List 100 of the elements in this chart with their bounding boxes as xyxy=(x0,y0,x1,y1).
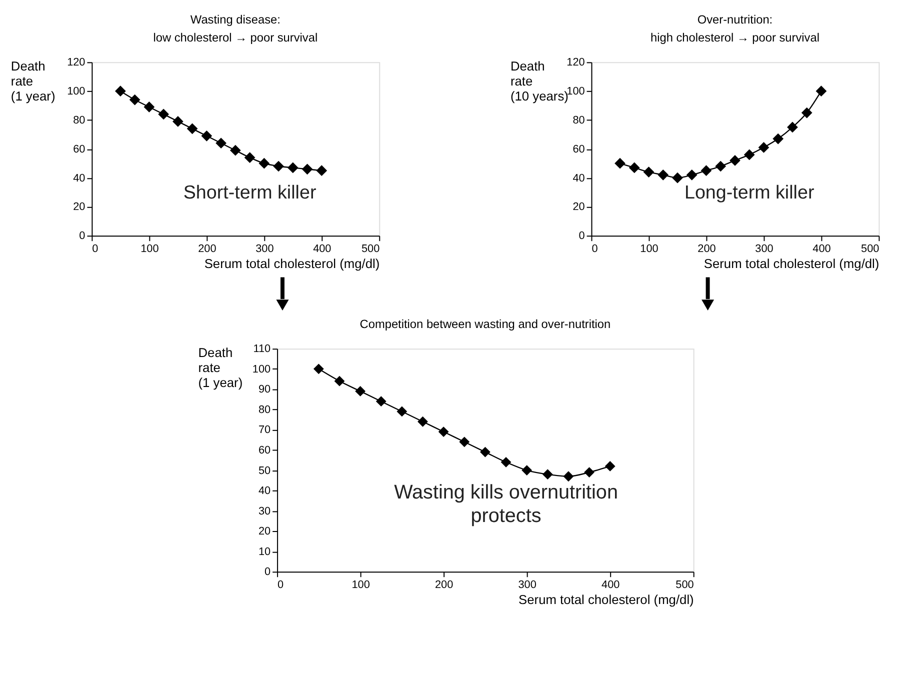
y-tick-label: 110 xyxy=(253,343,271,356)
x-tick-label: 100 xyxy=(640,242,658,255)
y-tick-label: 60 xyxy=(73,143,86,156)
y-tick-label: 70 xyxy=(258,424,271,436)
y-axis-title: Death rate (10 years) xyxy=(510,58,568,104)
point xyxy=(273,160,284,172)
point xyxy=(700,165,712,176)
point xyxy=(686,169,698,180)
x-axis-title: Serum total cholesterol (mg/dl) xyxy=(204,256,380,271)
y-tick-label: 20 xyxy=(572,201,585,214)
x-tick-label: 400 xyxy=(313,242,332,255)
point xyxy=(787,122,798,133)
point xyxy=(316,165,328,176)
x-tick-label: 300 xyxy=(755,242,774,255)
y-tick-label: 40 xyxy=(73,172,86,184)
y-tick-label: 0 xyxy=(264,566,271,578)
point xyxy=(230,144,241,156)
point xyxy=(672,172,683,184)
x-tick-label: 200 xyxy=(698,242,716,255)
y-tick-label: 20 xyxy=(258,526,271,538)
y-tick-label: 80 xyxy=(258,404,271,416)
point xyxy=(313,364,324,374)
y-tick-label: 80 xyxy=(73,114,86,126)
point xyxy=(522,465,532,476)
point xyxy=(418,416,428,427)
point xyxy=(500,456,512,468)
y-tick-label: 0 xyxy=(79,230,86,242)
x-tick-label: 200 xyxy=(198,242,216,255)
x-axis-title: Serum total cholesterol (mg/dl) xyxy=(704,256,880,271)
point xyxy=(438,426,449,437)
chart-title: Wasting disease: low cholesterol → poor survival xyxy=(153,12,318,44)
point xyxy=(186,123,198,134)
y-tick-label: 30 xyxy=(258,505,271,518)
point xyxy=(115,86,126,97)
point xyxy=(480,446,490,458)
point xyxy=(258,158,270,169)
annotation: Long-term killer xyxy=(684,181,814,202)
x-tick-label: 400 xyxy=(602,579,620,592)
y-tick-label: 120 xyxy=(67,56,86,69)
x-tick-label: 300 xyxy=(518,579,536,592)
point xyxy=(643,166,654,178)
point xyxy=(744,149,755,160)
x-tick-label: 0 xyxy=(592,242,598,255)
x-tick-label: 100 xyxy=(140,242,159,255)
point xyxy=(758,142,770,153)
x-tick-label: 500 xyxy=(861,242,880,255)
annotation: Wasting kills overnutrition protects xyxy=(394,481,618,528)
y-tick-label: 100 xyxy=(566,86,585,98)
point xyxy=(287,162,298,174)
y-tick-label: 120 xyxy=(566,56,585,69)
y-axis-title: Death rate (1 year) xyxy=(198,345,243,390)
point xyxy=(628,162,640,174)
point xyxy=(459,436,470,448)
x-tick-label: 500 xyxy=(361,242,380,255)
point xyxy=(604,461,616,472)
chart-title: Competition between wasting and over-nutrition xyxy=(360,316,611,331)
y-tick-label: 60 xyxy=(572,143,585,156)
x-tick-label: 500 xyxy=(676,579,694,592)
y-axis-title: Death rate (1 year) xyxy=(10,58,56,104)
x-tick-label: 300 xyxy=(256,242,274,255)
point xyxy=(201,130,212,142)
y-tick-label: 40 xyxy=(258,485,271,498)
point xyxy=(172,116,184,127)
point xyxy=(584,467,594,478)
point xyxy=(302,164,313,175)
point xyxy=(216,138,226,149)
y-tick-label: 100 xyxy=(252,363,271,376)
annotation: Short-term killer xyxy=(183,181,316,202)
point xyxy=(542,469,553,480)
y-tick-label: 80 xyxy=(572,114,585,126)
y-tick-label: 0 xyxy=(578,230,585,242)
x-tick-label: 0 xyxy=(92,242,98,255)
x-axis-title: Serum total cholesterol (mg/dl) xyxy=(518,592,694,607)
point xyxy=(158,108,169,120)
point xyxy=(144,102,155,112)
point xyxy=(801,107,812,118)
point xyxy=(658,169,669,180)
point xyxy=(334,376,345,386)
y-tick-label: 50 xyxy=(258,464,271,477)
point xyxy=(355,386,366,396)
point xyxy=(614,158,626,169)
y-tick-label: 20 xyxy=(73,201,86,214)
point xyxy=(396,406,408,417)
point xyxy=(730,155,740,166)
point xyxy=(772,133,784,144)
point xyxy=(129,94,140,106)
x-tick-label: 0 xyxy=(278,579,284,592)
x-tick-label: 200 xyxy=(434,579,454,592)
point xyxy=(816,86,827,97)
y-tick-label: 10 xyxy=(258,546,271,558)
point xyxy=(376,396,386,407)
point xyxy=(244,152,256,164)
y-tick-label: 90 xyxy=(258,384,271,396)
y-tick-label: 60 xyxy=(258,444,271,456)
chart-title: Over-nutrition: high cholesterol → poor survival xyxy=(650,12,820,44)
y-tick-label: 40 xyxy=(572,172,585,184)
point xyxy=(563,471,574,482)
point xyxy=(715,160,726,172)
x-tick-label: 400 xyxy=(812,242,831,255)
x-tick-label: 100 xyxy=(352,579,370,592)
